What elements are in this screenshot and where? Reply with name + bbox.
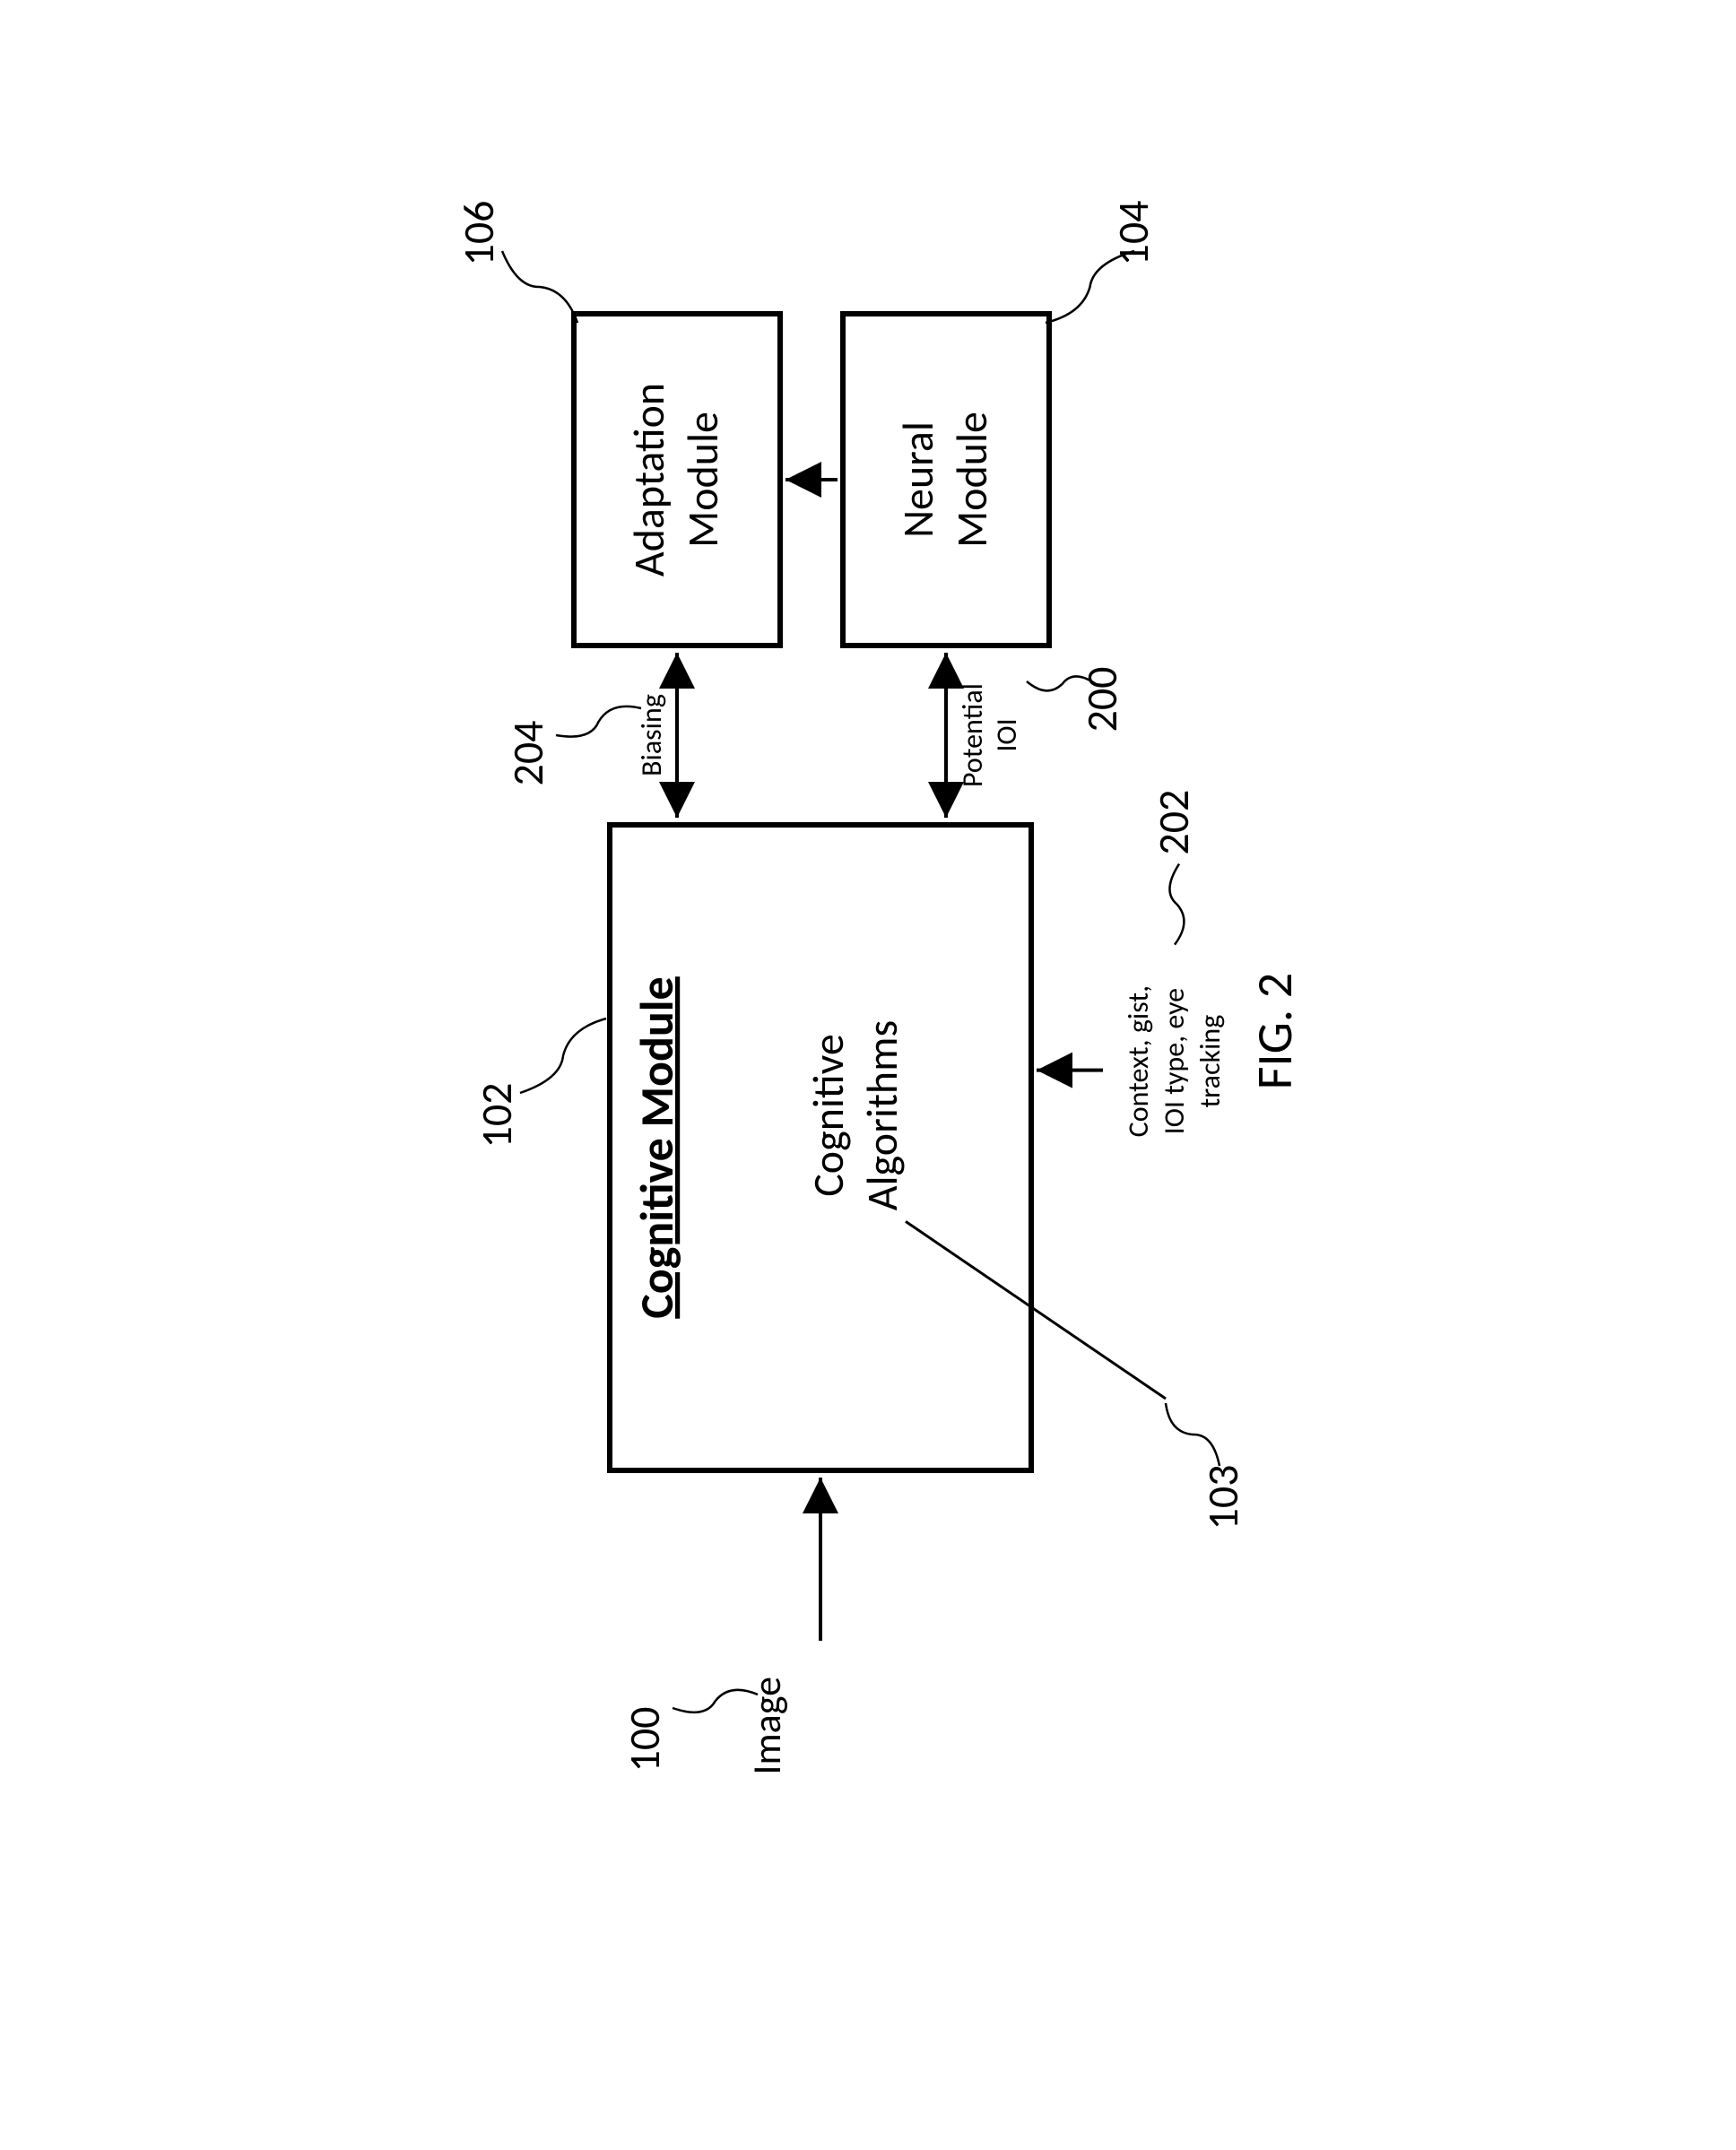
adaptation-line2: Module xyxy=(676,412,729,548)
callout-line xyxy=(1169,864,1184,945)
adaptation-line1: Adaptation xyxy=(622,383,675,577)
label-ioi: IOI xyxy=(989,718,1024,751)
callout-line xyxy=(502,251,577,323)
ref-202: 202 xyxy=(1147,790,1200,855)
neural-line2: Module xyxy=(945,412,998,548)
callout-line xyxy=(520,1019,606,1093)
ref-104: 104 xyxy=(1107,201,1159,266)
figure-caption: FIG. 2 xyxy=(1245,973,1306,1089)
ref-204: 204 xyxy=(501,721,554,786)
ref-100: 100 xyxy=(618,1707,671,1773)
callout-line xyxy=(556,707,641,737)
cognitive-body2: Algorithms xyxy=(855,1020,908,1211)
cognitive-title: Cognitive Module xyxy=(628,976,685,1318)
callout-line xyxy=(1166,1403,1220,1466)
label-potential: Potential xyxy=(955,683,990,787)
neural-line1: Neural xyxy=(891,421,944,538)
label-context1: Context, gist, xyxy=(1121,985,1156,1137)
label-context2: IOI type, eye xyxy=(1157,988,1192,1134)
ref-103: 103 xyxy=(1196,1465,1249,1530)
ref-102: 102 xyxy=(470,1083,523,1149)
ref-106: 106 xyxy=(452,201,505,266)
label-biasing: Biasing xyxy=(634,694,669,776)
cognitive-body1: Cognitive xyxy=(802,1034,855,1197)
label-context3: tracking xyxy=(1193,1015,1228,1108)
